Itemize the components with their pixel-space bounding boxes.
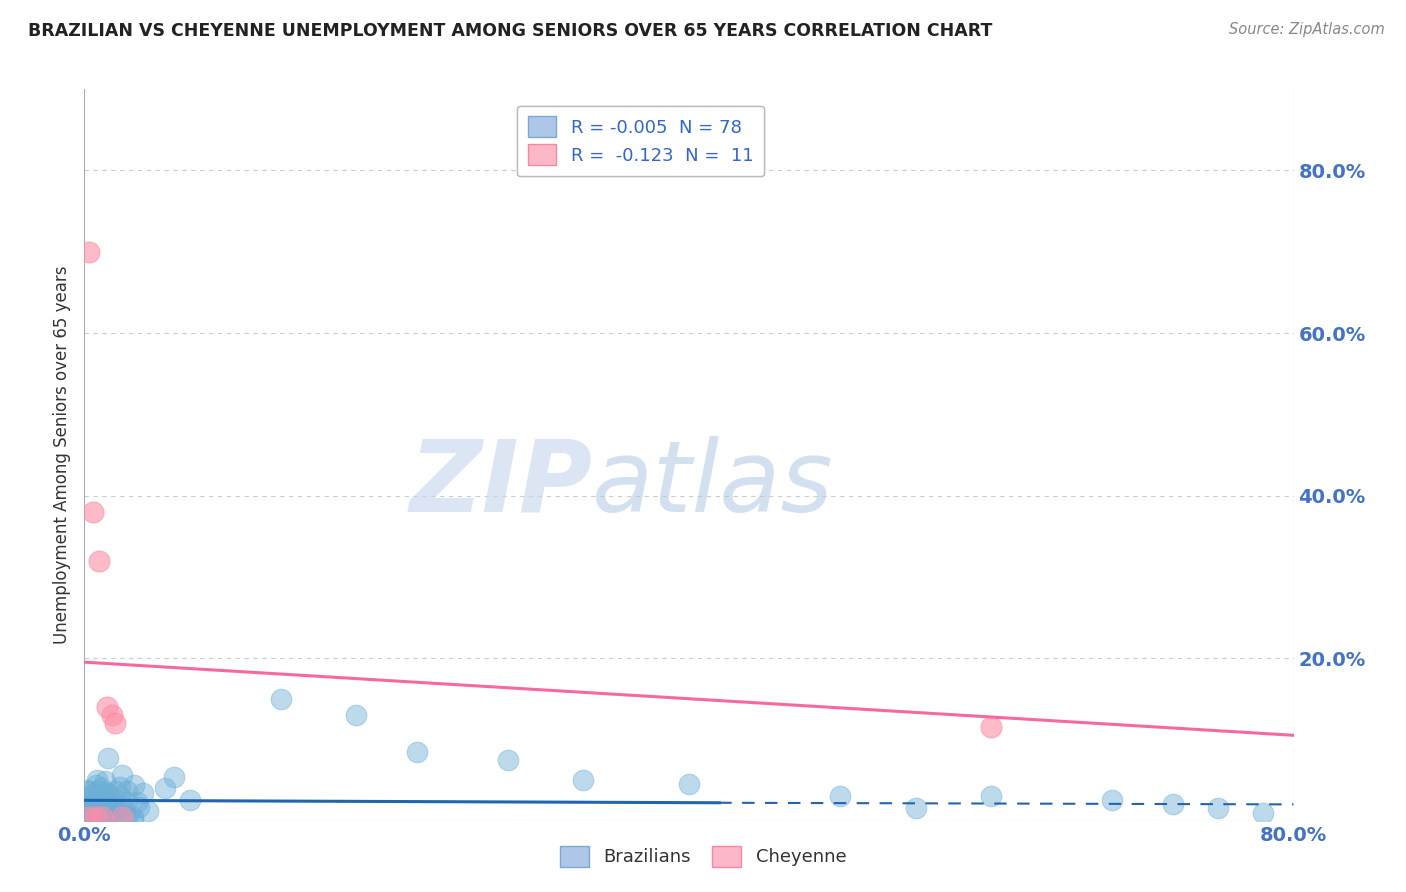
Point (75, 810, 97, 824)
Point (122, 778, 145, 792)
Point (82, 810, 104, 824)
Point (115, 809, 138, 823)
Point (1161, 797, 1184, 812)
Point (77, 244, 100, 259)
Point (572, 772, 595, 787)
Point (904, 801, 927, 815)
Point (77, 809, 100, 823)
Point (75, 808, 97, 822)
Point (77, 800, 100, 814)
Point (96, 787, 118, 801)
Point (86, 802, 108, 816)
Point (115, 796, 138, 810)
Point (87, 811, 110, 825)
Point (77, 810, 100, 824)
Point (678, 777, 700, 791)
Point (91, 809, 114, 823)
Text: Source: ZipAtlas.com: Source: ZipAtlas.com (1229, 22, 1385, 37)
Point (87, 783, 110, 797)
Point (131, 786, 153, 800)
Point (98, 796, 121, 810)
Point (100, 708, 122, 723)
Point (94, 798, 117, 813)
Point (82, 505, 104, 519)
Point (104, 784, 127, 798)
Point (96, 807, 118, 822)
Point (128, 800, 150, 814)
Point (122, 814, 145, 828)
Point (1101, 793, 1123, 807)
Point (82, 801, 104, 815)
Point (179, 793, 201, 807)
Point (96, 808, 118, 822)
Point (111, 799, 134, 814)
Legend: Brazilians, Cheyenne: Brazilians, Cheyenne (553, 838, 853, 874)
Point (89, 805, 111, 819)
Point (87, 807, 110, 822)
Point (73, 796, 96, 810)
Point (96, 794, 118, 808)
Point (84, 805, 107, 819)
Point (97, 786, 120, 800)
Point (89, 811, 111, 825)
Point (90, 780, 112, 795)
Point (100, 813, 122, 827)
Point (79, 790, 101, 805)
Point (75, 783, 97, 797)
Point (496, 753, 519, 767)
Point (125, 795, 148, 809)
Text: atlas: atlas (592, 435, 834, 533)
Point (101, 809, 124, 823)
Point (86, 772, 108, 787)
Point (91, 795, 114, 809)
Point (115, 784, 138, 798)
Point (1206, 801, 1229, 815)
Point (270, 691, 292, 706)
Point (76, 813, 98, 827)
Point (406, 745, 429, 759)
Point (155, 781, 177, 796)
Point (980, 789, 1002, 804)
Y-axis label: Unemployment Among Seniors over 65 years: Unemployment Among Seniors over 65 years (53, 266, 72, 644)
Point (91, 796, 114, 810)
Point (830, 789, 852, 804)
Point (93, 804, 115, 818)
Point (111, 767, 134, 781)
Point (110, 789, 132, 803)
Text: ZIP: ZIP (409, 435, 592, 533)
Point (97, 750, 120, 764)
Text: BRAZILIAN VS CHEYENNE UNEMPLOYMENT AMONG SENIORS OVER 65 YEARS CORRELATION CHART: BRAZILIAN VS CHEYENNE UNEMPLOYMENT AMONG… (28, 22, 993, 40)
Point (96, 699, 118, 714)
Point (111, 809, 134, 823)
Point (104, 802, 127, 816)
Point (89, 553, 111, 567)
Point (86, 778, 108, 792)
Point (104, 716, 127, 731)
Point (122, 810, 145, 824)
Point (1253, 805, 1275, 820)
Point (108, 780, 131, 794)
Point (77, 783, 100, 797)
Point (86, 809, 108, 823)
Point (980, 720, 1002, 734)
Point (104, 800, 127, 814)
Point (79, 806, 101, 821)
Point (80, 806, 103, 821)
Point (346, 708, 368, 723)
Point (93, 801, 115, 815)
Point (80, 788, 103, 802)
Point (138, 804, 160, 818)
Point (84, 803, 107, 817)
Point (103, 804, 125, 818)
Point (79, 808, 101, 822)
Point (163, 770, 186, 784)
Point (117, 808, 139, 822)
Point (90, 804, 112, 818)
Point (83, 792, 105, 806)
Point (94, 774, 117, 789)
Legend: R = -0.005  N = 78, R =  -0.123  N =  11: R = -0.005 N = 78, R = -0.123 N = 11 (517, 105, 765, 176)
